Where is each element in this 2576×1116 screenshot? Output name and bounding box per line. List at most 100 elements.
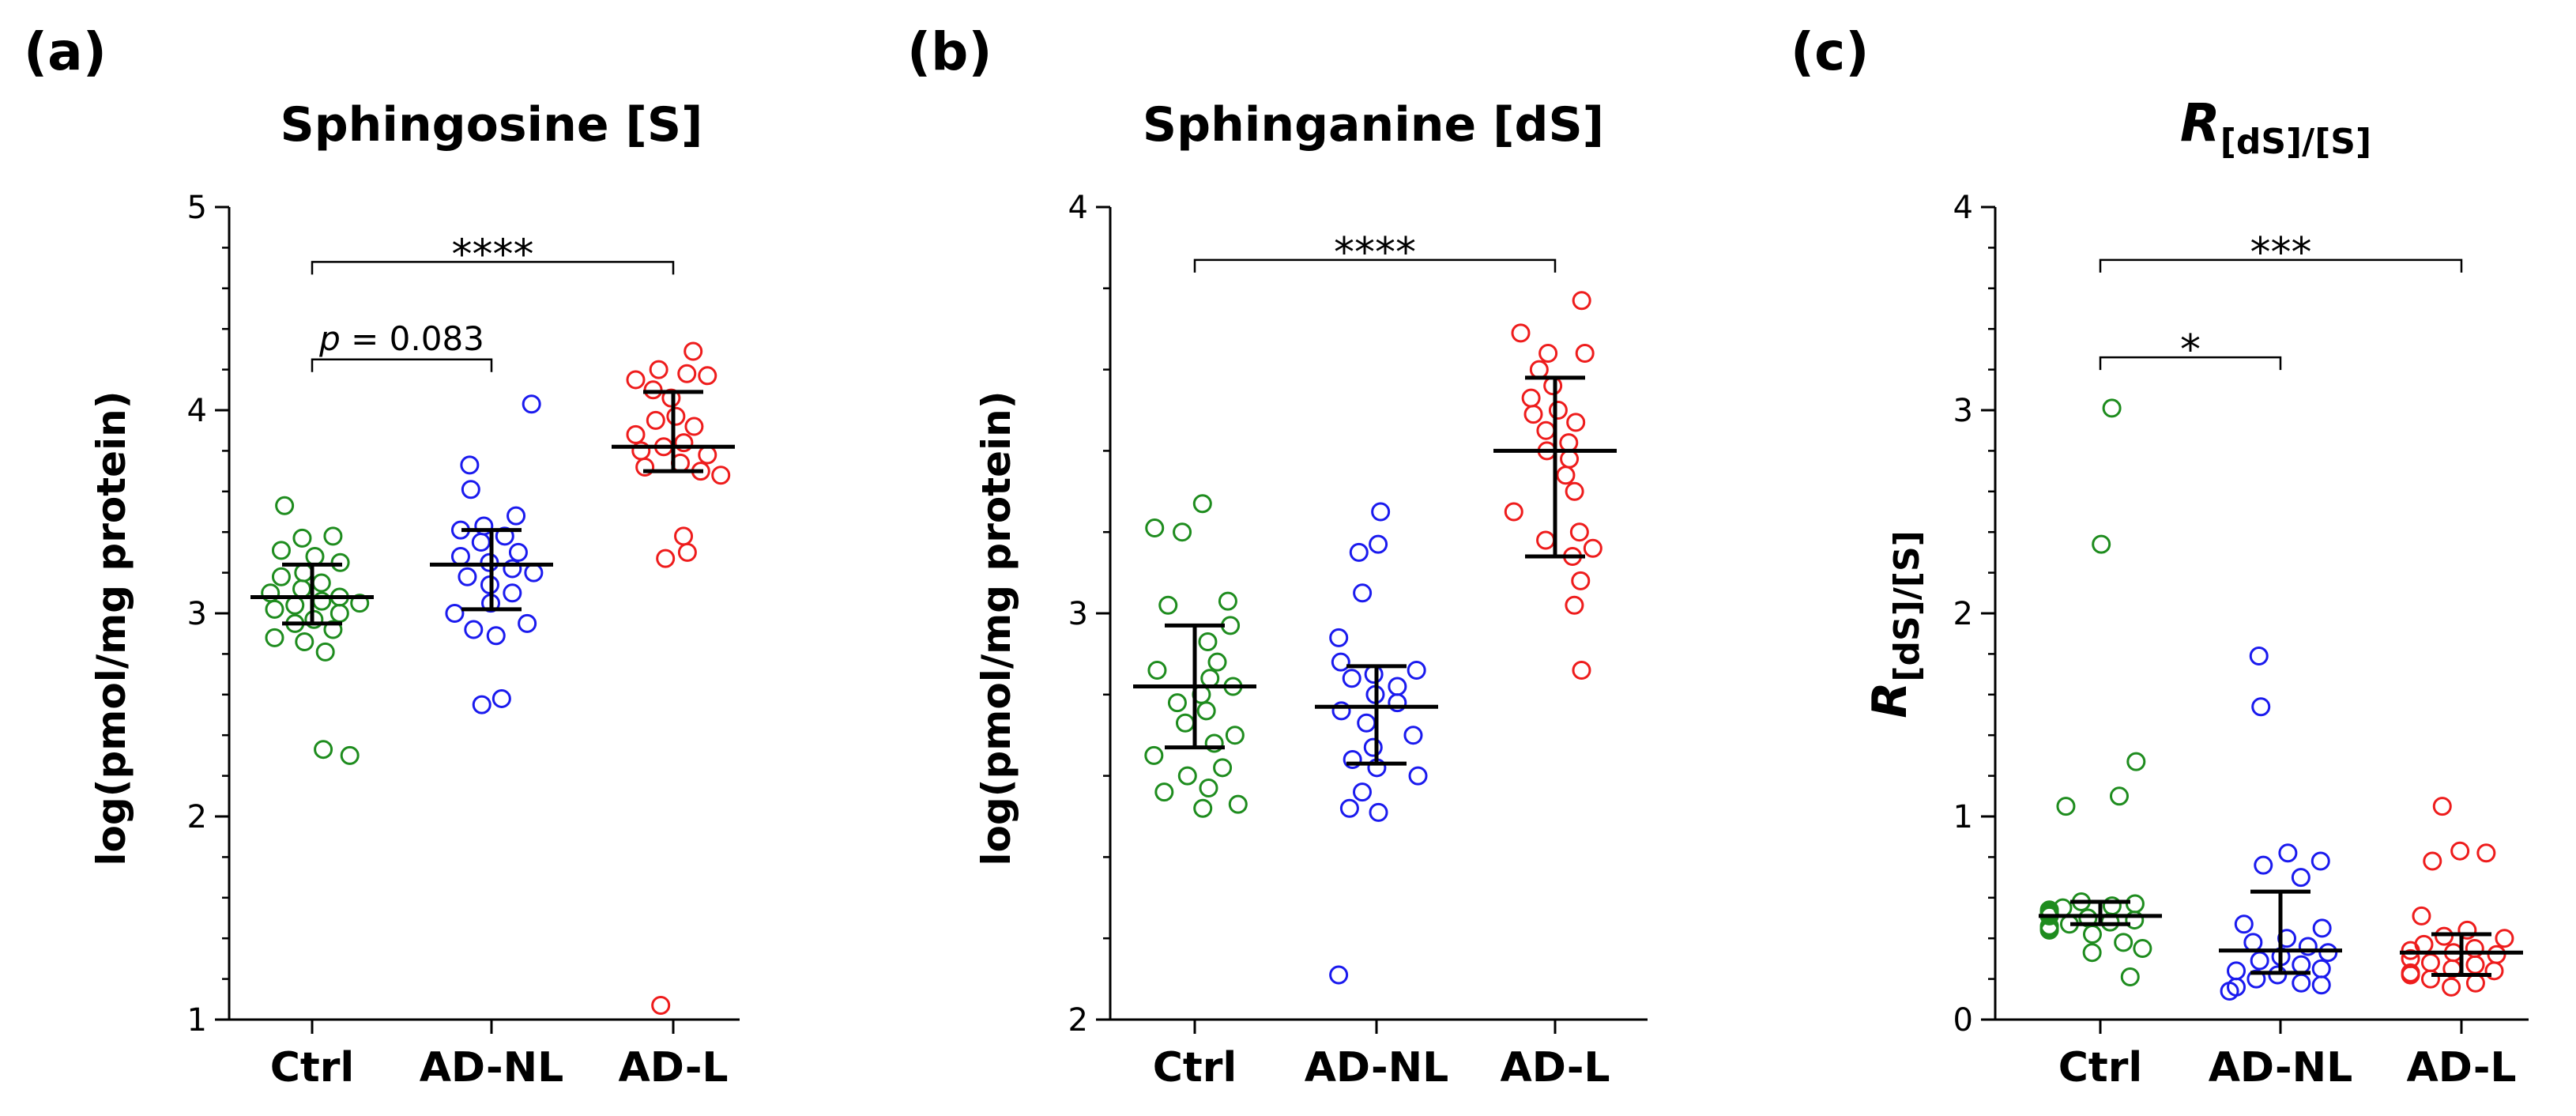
data-point bbox=[1352, 782, 1372, 802]
data-point bbox=[661, 388, 681, 408]
data-point bbox=[2254, 855, 2273, 875]
data-point bbox=[2114, 933, 2133, 952]
data-point bbox=[491, 688, 511, 708]
y-tick-label: 4 bbox=[1953, 190, 1973, 226]
data-point bbox=[458, 567, 477, 586]
data-point bbox=[2082, 925, 2102, 944]
data-point bbox=[1388, 677, 1407, 696]
data-point bbox=[2311, 959, 2331, 978]
data-point bbox=[666, 406, 686, 426]
data-point bbox=[1158, 595, 1178, 615]
data-point bbox=[292, 579, 312, 599]
data-point bbox=[635, 457, 655, 477]
y-tick-label: 1 bbox=[187, 1002, 207, 1039]
data-point bbox=[1343, 750, 1362, 770]
data-point bbox=[711, 466, 731, 485]
panel-label: (b) bbox=[907, 21, 992, 82]
data-point bbox=[1504, 502, 1523, 522]
p-symbol: p bbox=[318, 319, 341, 358]
data-point bbox=[311, 573, 331, 593]
data-point bbox=[2291, 868, 2310, 888]
y-tick-label: 3 bbox=[1953, 393, 1973, 429]
data-point bbox=[271, 567, 291, 586]
data-point bbox=[1523, 405, 1543, 424]
data-point bbox=[1145, 518, 1165, 538]
data-point bbox=[1363, 737, 1383, 757]
data-point bbox=[2401, 965, 2420, 985]
data-point bbox=[265, 599, 284, 619]
data-point bbox=[507, 506, 526, 526]
significance-label: * bbox=[2180, 326, 2201, 374]
data-point bbox=[461, 480, 480, 500]
y-tick-label: 2 bbox=[187, 799, 207, 835]
x-tick-label: AD-L bbox=[2406, 1044, 2516, 1091]
data-point bbox=[1548, 401, 1568, 420]
chart-title: R[dS]/[S] bbox=[2180, 92, 2371, 162]
data-point bbox=[2246, 969, 2266, 989]
significance-bracket bbox=[1193, 258, 1557, 273]
panel-b: (b) Sphinganine [dS] log(pmol/mg protein… bbox=[907, 21, 1648, 1091]
data-point bbox=[2310, 851, 2330, 871]
data-point bbox=[1331, 701, 1351, 721]
data-point bbox=[330, 604, 349, 623]
data-point bbox=[1147, 660, 1167, 680]
data-point bbox=[285, 595, 305, 615]
data-point bbox=[2082, 943, 2102, 963]
data-point bbox=[1369, 802, 1388, 822]
data-point bbox=[2432, 797, 2452, 816]
data-point bbox=[323, 526, 343, 546]
data-point bbox=[1357, 713, 1377, 733]
chart-title: Sphinganine [dS] bbox=[1143, 97, 1604, 153]
data-point bbox=[674, 526, 694, 546]
x-tick-label: Ctrl bbox=[1153, 1044, 1237, 1091]
data-point bbox=[1228, 794, 1248, 814]
ylabel-r: R bbox=[1862, 682, 1918, 718]
data-point bbox=[2292, 955, 2311, 975]
data-point bbox=[1565, 595, 1584, 615]
data-point bbox=[1175, 713, 1195, 733]
data-point bbox=[2457, 920, 2477, 940]
data-point bbox=[292, 528, 312, 548]
data-point bbox=[1329, 965, 1349, 985]
y-tick-label: 1 bbox=[1953, 799, 1973, 835]
data-point bbox=[1196, 701, 1216, 721]
data-point bbox=[2420, 969, 2440, 989]
data-point bbox=[1529, 360, 1549, 379]
data-point bbox=[1167, 693, 1187, 713]
data-point bbox=[2243, 933, 2263, 952]
data-point bbox=[1218, 591, 1237, 611]
data-point bbox=[315, 642, 335, 662]
data-point bbox=[1560, 449, 1580, 469]
data-point bbox=[350, 594, 370, 613]
x-tick-label: Ctrl bbox=[2058, 1044, 2143, 1091]
data-point bbox=[2435, 926, 2454, 946]
significance-label: *** bbox=[2250, 229, 2312, 277]
data-point bbox=[1408, 766, 1428, 786]
panel-a: (a) Sphingosine [S] log(pmol/mg protein)… bbox=[24, 21, 740, 1091]
data-point bbox=[1536, 420, 1556, 440]
significance-label: **** bbox=[452, 231, 534, 278]
title-r: R bbox=[2180, 92, 2220, 153]
data-point bbox=[2450, 841, 2470, 861]
data-point bbox=[2442, 977, 2461, 997]
data-point bbox=[677, 364, 697, 383]
data-point bbox=[1349, 542, 1369, 562]
data-point bbox=[2102, 398, 2122, 418]
x-tick-label: AD-L bbox=[1500, 1044, 1610, 1091]
data-point bbox=[1538, 344, 1558, 364]
data-point bbox=[1329, 628, 1349, 647]
y-tick-label: 5 bbox=[187, 190, 207, 226]
y-axis-label: log(pmol/mg protein) bbox=[974, 390, 1019, 865]
data-point bbox=[2234, 914, 2254, 934]
data-point bbox=[2120, 967, 2140, 987]
data-point bbox=[1369, 534, 1388, 554]
data-point bbox=[294, 563, 314, 583]
data-point bbox=[2268, 965, 2288, 985]
data-point bbox=[1225, 726, 1245, 745]
data-point bbox=[643, 380, 663, 400]
data-point bbox=[1173, 522, 1192, 542]
x-tick-label: AD-L bbox=[618, 1044, 728, 1091]
y-tick-label: 2 bbox=[1068, 1002, 1088, 1039]
data-point bbox=[2251, 697, 2271, 717]
